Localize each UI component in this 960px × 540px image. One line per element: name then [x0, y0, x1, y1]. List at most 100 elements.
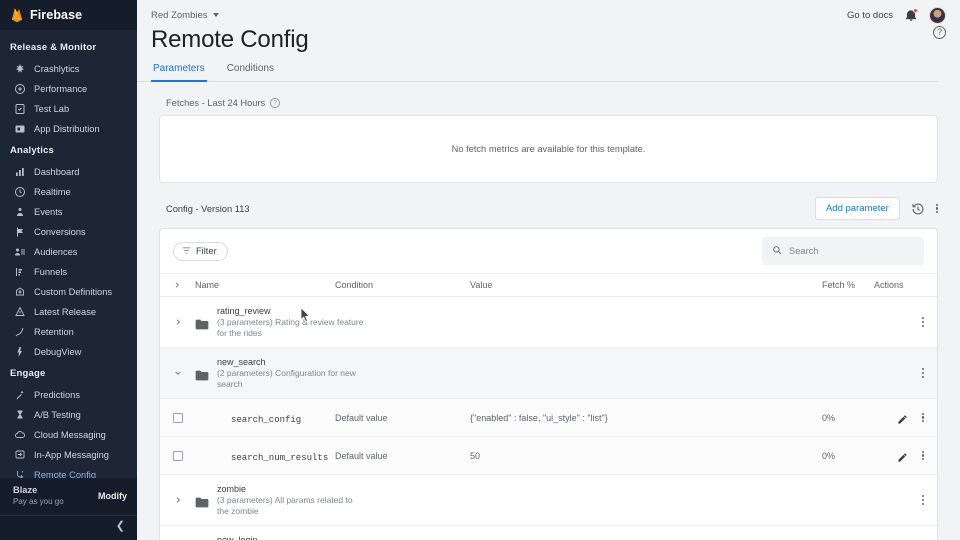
group-name: new_login: [217, 535, 258, 540]
filter-button[interactable]: Filter: [173, 241, 228, 261]
group-description: (3 parameters) All params related to the…: [217, 495, 353, 516]
sidebar-item-label: Remote Config: [34, 469, 97, 479]
sidebar: Firebase Release & Monitor Crashlytics P…: [0, 0, 137, 540]
sidebar-item-crashlytics[interactable]: Crashlytics: [0, 59, 137, 79]
row-checkbox[interactable]: [173, 412, 183, 423]
tab-parameters[interactable]: Parameters: [151, 60, 207, 82]
sidebar-item-predictions[interactable]: Predictions: [0, 385, 137, 405]
pencil-edit-icon[interactable]: [897, 412, 908, 424]
sidebar-item-latest-release[interactable]: Latest Release: [0, 302, 137, 322]
kebab-menu-icon[interactable]: [921, 412, 924, 423]
group-name: new_search: [217, 357, 266, 367]
kebab-menu-icon[interactable]: [935, 203, 938, 214]
kebab-menu-icon[interactable]: [921, 495, 924, 505]
row-expand-toggle[interactable]: [173, 369, 195, 378]
row-checkbox[interactable]: [173, 450, 183, 461]
performance-icon: [13, 83, 26, 96]
tab-conditions[interactable]: Conditions: [226, 63, 274, 74]
param-condition: Default value: [335, 450, 388, 461]
notification-badge: [913, 8, 918, 13]
search-box[interactable]: [762, 237, 924, 265]
modify-plan-button[interactable]: Modify: [98, 490, 127, 501]
notifications-bell-icon[interactable]: [904, 8, 918, 22]
sidebar-item-custom-definitions[interactable]: Custom Definitions: [0, 282, 137, 302]
pencil-edit-icon[interactable]: [897, 450, 908, 462]
config-actions: Add parameter: [814, 197, 938, 220]
topbar: Red Zombies Go to docs: [137, 0, 960, 24]
kebab-menu-icon[interactable]: [921, 317, 924, 327]
in-app-messaging-icon: [13, 449, 26, 462]
fetches-section-label: Fetches - Last 24 Hours ?: [159, 82, 938, 115]
filter-icon: [182, 246, 191, 257]
project-selector[interactable]: Red Zombies: [151, 10, 219, 21]
brand-name: Firebase: [30, 8, 83, 22]
sidebar-footer: Blaze Pay as you go Modify ❮: [0, 478, 137, 540]
dashboard-icon: [13, 166, 26, 179]
header-name: Name: [195, 280, 220, 290]
sidebar-item-label: Custom Definitions: [34, 286, 113, 297]
row-checkbox-cell: [173, 450, 195, 461]
sidebar-item-debugview[interactable]: DebugView: [0, 342, 137, 362]
sidebar-item-events[interactable]: Events: [0, 202, 137, 222]
sidebar-item-label: Realtime: [34, 186, 71, 197]
sidebar-item-funnels[interactable]: Funnels: [0, 262, 137, 282]
go-to-docs-link[interactable]: Go to docs: [847, 9, 893, 21]
header-value: Value: [470, 280, 493, 290]
history-clock-icon[interactable]: [910, 201, 926, 217]
param-value: 50: [470, 450, 481, 461]
add-parameter-button[interactable]: Add parameter: [814, 197, 900, 220]
sidebar-item-cloud-messaging[interactable]: Cloud Messaging: [0, 425, 137, 445]
row-expand-toggle[interactable]: [173, 318, 195, 327]
sidebar-item-in-app-messaging[interactable]: In-App Messaging: [0, 445, 137, 465]
table-row[interactable]: search_num_results Default value 50 0%: [160, 437, 937, 475]
table-row[interactable]: rating_review (3 parameters) Rating & re…: [160, 297, 937, 348]
table-row[interactable]: new_login (3 parameters) All params rela…: [160, 526, 937, 540]
sidebar-item-app-distribution[interactable]: App Distribution: [0, 119, 137, 139]
tab-bar: Parameters Conditions: [137, 54, 938, 82]
param-fetch-percent: 0%: [822, 412, 836, 423]
chevron-left-icon[interactable]: ❮: [115, 520, 125, 532]
row-actions: [874, 450, 924, 462]
metrics-empty-message: No fetch metrics are available for this …: [451, 144, 646, 154]
sidebar-item-label: Crashlytics: [34, 63, 80, 74]
sidebar-item-test-lab[interactable]: Test Lab: [0, 99, 137, 119]
sidebar-item-conversions[interactable]: Conversions: [0, 222, 137, 242]
expand-all-toggle[interactable]: [173, 281, 195, 289]
content-area: Fetches - Last 24 Hours ? No fetch metri…: [137, 82, 960, 540]
user-avatar[interactable]: [929, 6, 946, 24]
remote-config-icon: [13, 469, 26, 478]
search-input[interactable]: [789, 246, 914, 256]
sidebar-item-label: Conversions: [34, 226, 86, 237]
sidebar-item-label: Predictions: [34, 389, 80, 400]
fetch-metrics-card: No fetch metrics are available for this …: [159, 115, 938, 183]
sidebar-item-remote-config[interactable]: Remote Config: [0, 465, 137, 478]
param-fetch-percent: 0%: [822, 450, 836, 461]
sidebar-item-performance[interactable]: Performance: [0, 79, 137, 99]
sidebar-item-realtime[interactable]: Realtime: [0, 182, 137, 202]
sidebar-item-label: App Distribution: [34, 123, 100, 134]
table-row[interactable]: search_config Default value {"enabled" :…: [160, 399, 937, 437]
group-name: rating_review: [217, 306, 271, 316]
sidebar-item-dashboard[interactable]: Dashboard: [0, 162, 137, 182]
table-row[interactable]: zombie (3 parameters) All params related…: [160, 475, 937, 526]
firebase-brand[interactable]: Firebase: [0, 0, 137, 30]
folder-icon: [195, 317, 209, 329]
sidebar-item-label: Retention: [34, 326, 74, 337]
help-icon[interactable]: ?: [933, 26, 946, 39]
sidebar-item-label: A/B Testing: [34, 409, 81, 420]
row-expand-toggle[interactable]: [173, 496, 195, 505]
search-icon: [772, 242, 782, 260]
param-name: search_config: [231, 414, 302, 425]
config-version-label: Config - Version 113: [166, 203, 250, 214]
group-name-cell: new_search (2 parameters) Configuration …: [195, 356, 365, 390]
info-circle-icon[interactable]: ?: [270, 98, 280, 108]
sidebar-item-ab-testing[interactable]: A/B Testing: [0, 405, 137, 425]
sidebar-item-retention[interactable]: Retention: [0, 322, 137, 342]
kebab-menu-icon[interactable]: [921, 450, 924, 461]
sidebar-item-audiences[interactable]: Audiences: [0, 242, 137, 262]
plan-row: Blaze Pay as you go Modify: [0, 478, 137, 515]
kebab-menu-icon[interactable]: [921, 368, 924, 378]
folder-icon: [195, 495, 209, 507]
group-text: new_search (2 parameters) Configuration …: [217, 356, 365, 390]
table-row[interactable]: new_search (2 parameters) Configuration …: [160, 348, 937, 399]
